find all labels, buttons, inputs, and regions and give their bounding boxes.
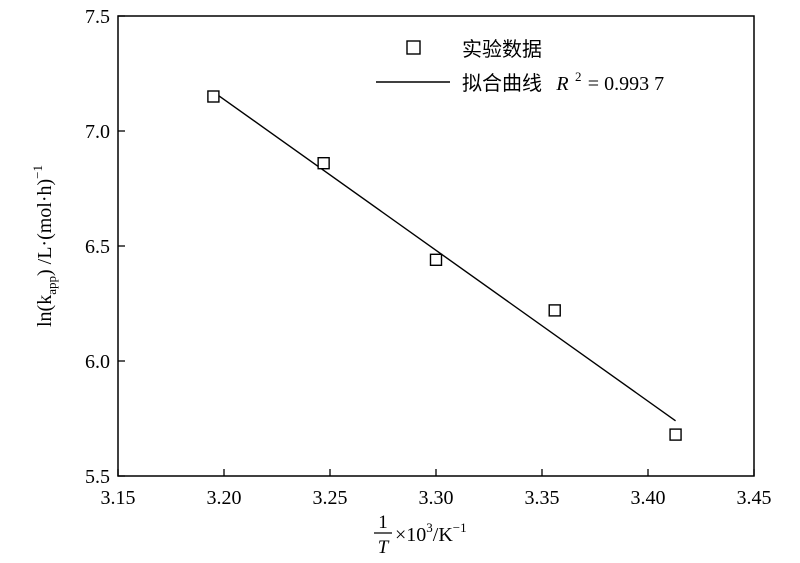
y-tick-label: 7.0 xyxy=(85,121,110,143)
data-point xyxy=(548,304,561,317)
y-label-suffix: ) /L·(mol·h) xyxy=(34,179,56,276)
y-tick-label: 6.0 xyxy=(85,351,110,373)
data-points-layer xyxy=(207,90,682,441)
fit-line-layer xyxy=(212,91,676,422)
x-label-unit-exponent: −1 xyxy=(453,520,467,535)
legend-r2-symbol: R xyxy=(555,73,568,95)
fit-line xyxy=(212,91,676,422)
x-axis-ticks: 3.15 3.20 3.25 3.30 3.35 3.40 3.45 xyxy=(101,469,772,509)
y-label-superscript: −1 xyxy=(30,165,45,179)
x-label-rest: ×103/K−1 xyxy=(395,520,467,546)
legend-square-marker xyxy=(406,40,421,55)
y-label-subscript: app xyxy=(44,276,59,295)
y-axis-label: ln(kapp) /L·(mol·h)−1 xyxy=(30,165,59,327)
data-point xyxy=(207,90,220,103)
data-point xyxy=(317,156,330,170)
y-label-prefix: ln(k xyxy=(34,295,56,327)
x-axis-label: 1 T ×103/K−1 xyxy=(374,512,467,558)
legend-r2-value: = 0.993 7 xyxy=(588,73,664,95)
legend-r2-superscript: 2 xyxy=(575,69,582,84)
legend: 实验数据 拟合曲线 R 2 = 0.993 7 xyxy=(376,37,664,95)
legend-line-label: 拟合曲线 R 2 = 0.993 7 xyxy=(462,62,664,95)
x-label-numerator: 1 xyxy=(378,512,388,533)
x-label-unit: /K xyxy=(433,524,454,546)
data-point xyxy=(669,428,682,441)
x-tick-label: 3.20 xyxy=(207,487,242,509)
y-axis-ticks: 5.5 6.0 6.5 7.0 7.5 xyxy=(85,6,125,488)
x-tick-label: 3.40 xyxy=(631,487,666,509)
x-tick-label: 3.35 xyxy=(525,487,560,509)
x-label-times: ×10 xyxy=(395,524,426,546)
y-tick-label: 5.5 xyxy=(85,466,110,488)
legend-scatter-label: 实验数据 xyxy=(462,37,542,61)
x-tick-label: 3.25 xyxy=(313,487,348,509)
y-tick-label: 7.5 xyxy=(85,6,110,28)
x-label-denominator: T xyxy=(378,537,390,558)
x-tick-label: 3.30 xyxy=(419,487,454,509)
y-tick-label: 6.5 xyxy=(85,236,110,258)
x-tick-label: 3.15 xyxy=(101,487,136,509)
x-label-exponent: 3 xyxy=(426,520,433,535)
data-point xyxy=(429,253,443,267)
legend-line-label-text: 拟合曲线 xyxy=(462,71,542,95)
x-tick-label: 3.45 xyxy=(737,487,772,509)
